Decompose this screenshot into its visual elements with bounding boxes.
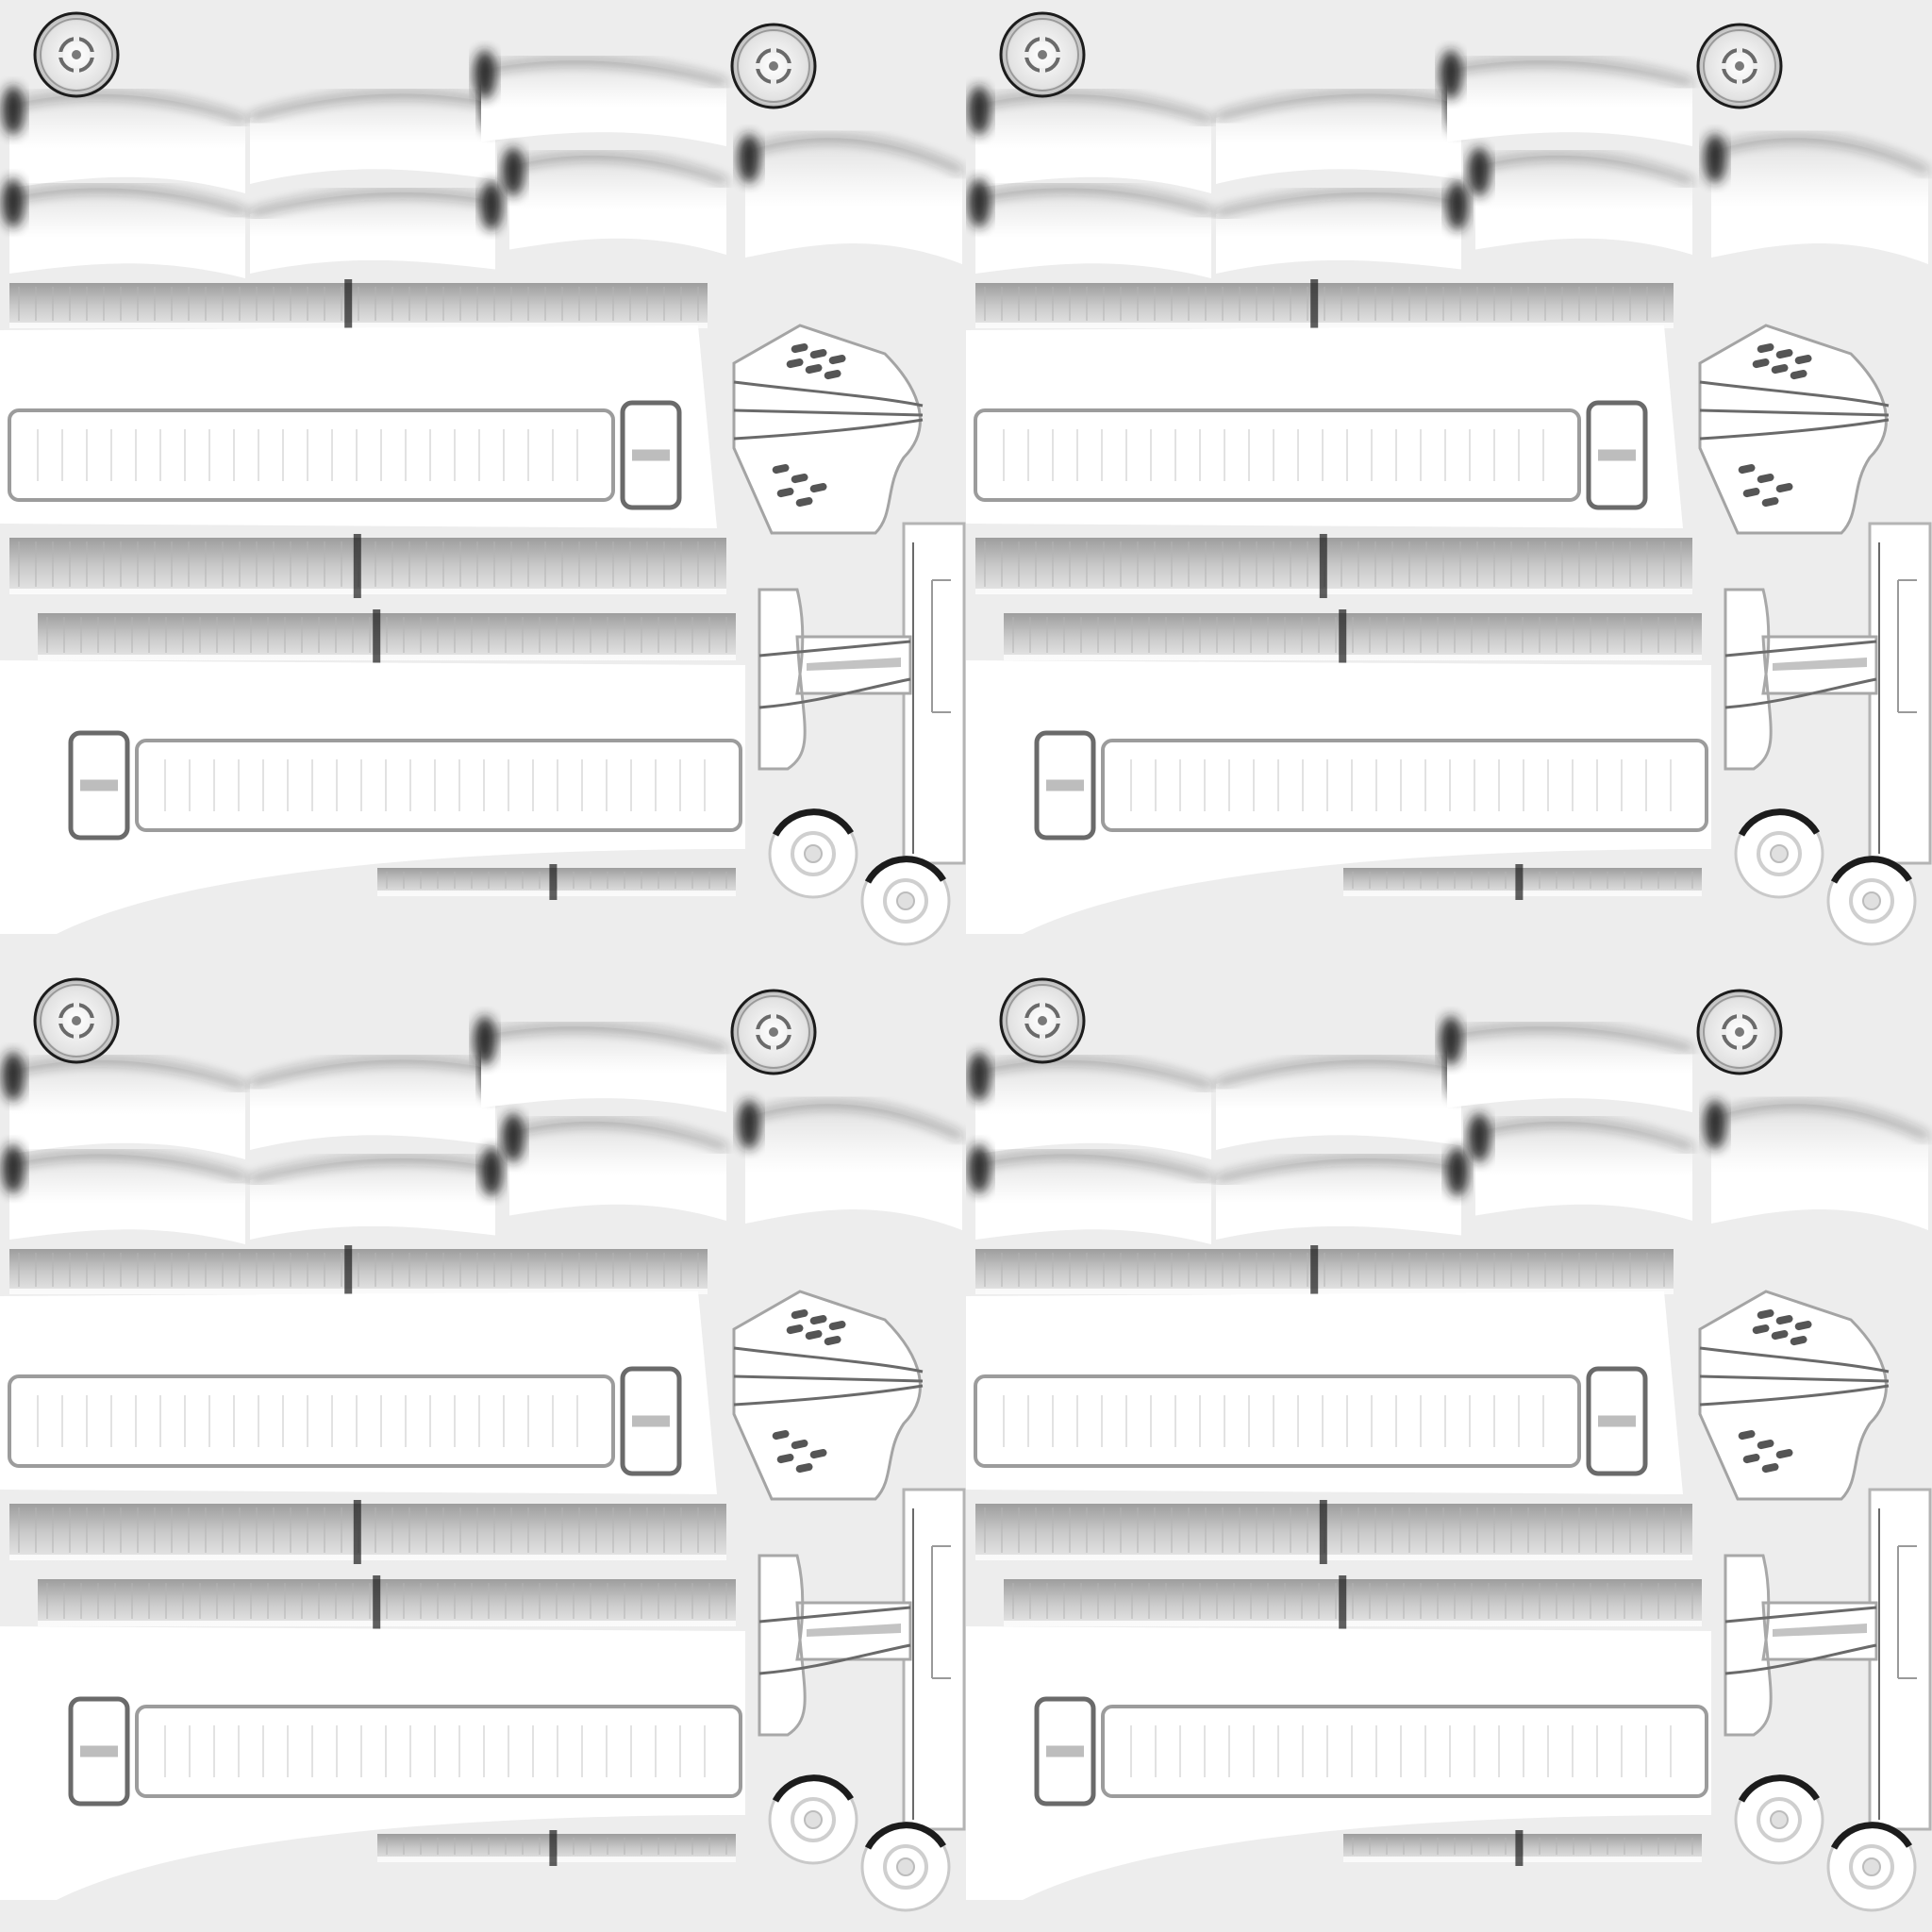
wheel-icon bbox=[1826, 1822, 1917, 1912]
seam-piece bbox=[758, 588, 912, 771]
fabric-fold bbox=[502, 147, 727, 255]
strap-panel bbox=[1034, 1696, 1708, 1807]
fabric-fold bbox=[738, 1100, 964, 1230]
vent-patch bbox=[732, 324, 924, 535]
fabric-fold bbox=[474, 50, 727, 146]
fabric-fold bbox=[968, 1052, 1212, 1159]
fabric-fold bbox=[249, 181, 503, 274]
strap-panel bbox=[974, 1366, 1648, 1476]
strap-panel bbox=[68, 1696, 742, 1807]
side-rail bbox=[902, 1488, 966, 1831]
strap-panel bbox=[1034, 730, 1708, 841]
wheel-icon bbox=[860, 856, 951, 946]
texture-tile bbox=[966, 0, 1932, 966]
seam-piece bbox=[1724, 588, 1878, 771]
fabric-fold bbox=[1215, 84, 1469, 184]
texture-tile bbox=[0, 0, 966, 966]
sleeve-strip bbox=[377, 864, 736, 900]
fabric-fold bbox=[1704, 134, 1930, 264]
seam-piece bbox=[758, 1554, 912, 1737]
vent-patch bbox=[1698, 324, 1890, 535]
fabric-fold bbox=[1704, 1100, 1930, 1230]
strap-panel bbox=[8, 400, 682, 510]
fabric-fold bbox=[968, 86, 1212, 193]
wheel-icon bbox=[1826, 856, 1917, 946]
sleeve-strip bbox=[9, 534, 726, 598]
fabric-fold bbox=[2, 178, 246, 278]
wheel-icon bbox=[768, 1774, 858, 1865]
fabric-fold bbox=[1468, 147, 1693, 255]
bolt-icon bbox=[999, 977, 1086, 1064]
sleeve-strip bbox=[1004, 1575, 1702, 1630]
sleeve-strip bbox=[1343, 1830, 1702, 1866]
fabric-fold bbox=[1468, 1113, 1693, 1221]
wheel-icon bbox=[860, 1822, 951, 1912]
strap-panel bbox=[974, 400, 1648, 510]
bolt-icon bbox=[730, 989, 817, 1075]
texture-tile bbox=[0, 966, 966, 1932]
side-rail bbox=[1868, 522, 1932, 865]
bolt-icon bbox=[730, 23, 817, 109]
sleeve-strip bbox=[9, 1500, 726, 1564]
fabric-fold bbox=[2, 1144, 246, 1244]
bolt-icon bbox=[33, 977, 120, 1064]
sleeve-strip bbox=[975, 1500, 1692, 1564]
fabric-fold bbox=[1215, 1147, 1469, 1240]
vent-patch bbox=[1698, 1290, 1890, 1501]
sleeve-strip bbox=[1004, 609, 1702, 664]
fabric-fold bbox=[1440, 50, 1693, 146]
seam-piece bbox=[1724, 1554, 1878, 1737]
sleeve-strip bbox=[38, 609, 736, 664]
bolt-icon bbox=[33, 11, 120, 98]
fabric-fold bbox=[1215, 181, 1469, 274]
fabric-fold bbox=[2, 86, 246, 193]
fabric-fold bbox=[738, 134, 964, 264]
bolt-icon bbox=[1696, 23, 1783, 109]
fabric-fold bbox=[474, 1016, 727, 1112]
fabric-fold bbox=[968, 1144, 1212, 1244]
strap-panel bbox=[8, 1366, 682, 1476]
fabric-fold bbox=[2, 1052, 246, 1159]
wheel-icon bbox=[768, 808, 858, 899]
wheel-icon bbox=[1734, 1774, 1824, 1865]
fabric-fold bbox=[249, 1147, 503, 1240]
sleeve-strip bbox=[975, 279, 1674, 332]
sleeve-strip bbox=[9, 279, 708, 332]
fabric-fold bbox=[1440, 1016, 1693, 1112]
texture-tile bbox=[966, 966, 1932, 1932]
side-rail bbox=[1868, 1488, 1932, 1831]
sleeve-strip bbox=[975, 1245, 1674, 1298]
fabric-fold bbox=[502, 1113, 727, 1221]
bolt-icon bbox=[1696, 989, 1783, 1075]
strap-panel bbox=[68, 730, 742, 841]
sleeve-strip bbox=[9, 1245, 708, 1298]
sleeve-strip bbox=[975, 534, 1692, 598]
vent-patch bbox=[732, 1290, 924, 1501]
sleeve-strip bbox=[38, 1575, 736, 1630]
wheel-icon bbox=[1734, 808, 1824, 899]
fabric-fold bbox=[249, 84, 503, 184]
fabric-fold bbox=[968, 178, 1212, 278]
side-rail bbox=[902, 522, 966, 865]
sleeve-strip bbox=[1343, 864, 1702, 900]
sleeve-strip bbox=[377, 1830, 736, 1866]
bolt-icon bbox=[999, 11, 1086, 98]
